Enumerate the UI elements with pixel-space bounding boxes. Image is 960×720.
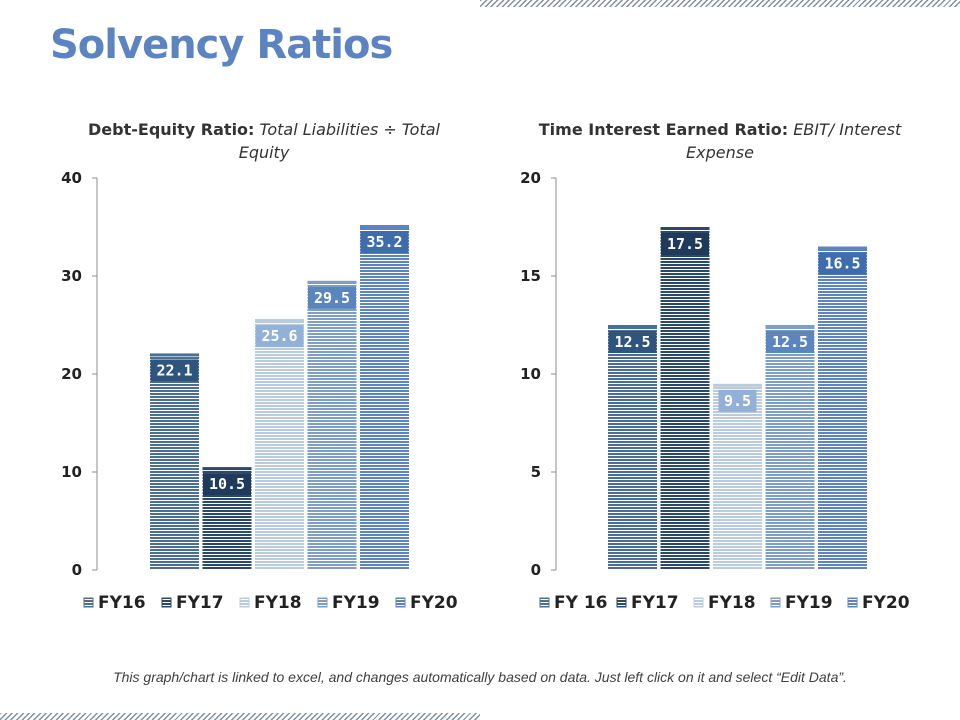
data-label: 9.5 (724, 392, 751, 410)
data-label-box (150, 359, 199, 382)
y-tick-label: 10 (61, 463, 82, 481)
legend-entry[interactable]: FY17 (631, 593, 679, 613)
tie-chart-title: Time Interest Earned Ratio: EBIT/ Intere… (530, 118, 910, 164)
y-tick-label: 10 (520, 365, 541, 383)
bar-top-edge (307, 280, 357, 284)
bar-top-edge (255, 319, 304, 323)
bar-top-edge (360, 225, 409, 229)
data-label-box (255, 325, 304, 348)
legend-entry[interactable]: FY19 (785, 593, 833, 613)
data-label: 22.1 (156, 361, 192, 379)
debt-equity-chart: 0 10 20 30 40 22.1 10.5 25.6 29.5 35.2 FY16 FY17 FY1… (61, 169, 458, 613)
bar-top-edge (150, 353, 199, 357)
legend-entry[interactable]: FY 16 (554, 593, 608, 613)
debt-equity-title-italic: Total Liabilities ÷ Total Equity (238, 120, 440, 162)
bottom-hatch-decoration (0, 713, 480, 720)
bar-fy19[interactable] (765, 325, 815, 570)
legend-entry[interactable]: FY18 (254, 593, 302, 613)
data-label: 10.5 (209, 475, 245, 493)
data-label: 17.5 (667, 235, 703, 253)
data-label: 25.6 (261, 327, 297, 345)
y-tick-label: 0 (72, 561, 82, 579)
bar-top-edge (202, 467, 252, 471)
debt-equity-title-bold: Debt-Equity Ratio: (88, 120, 255, 139)
bar-top-edge (765, 325, 815, 328)
y-tick-label: 15 (520, 267, 541, 285)
data-label-box (308, 286, 356, 309)
bar-top-edge (818, 246, 867, 250)
y-tick-label: 5 (531, 463, 541, 481)
legend-entry[interactable]: FY20 (862, 593, 910, 613)
bar-fy20[interactable] (360, 225, 409, 571)
bar-top-edge (608, 325, 657, 328)
legend-entry[interactable]: FY19 (332, 593, 380, 613)
data-label: 12.5 (614, 333, 650, 351)
legend-swatch (317, 597, 328, 608)
legend-entry[interactable]: FY18 (708, 593, 756, 613)
top-hatch-decoration (480, 0, 960, 7)
tie-title-italic: EBIT/ Interest Expense (686, 120, 902, 162)
legend-entry[interactable]: FY20 (410, 593, 458, 613)
legend-swatch (770, 597, 781, 608)
bar-fy18[interactable] (713, 383, 762, 570)
data-label: 12.5 (772, 333, 808, 351)
y-tick-label: 40 (61, 169, 82, 187)
bar-top-edge (713, 383, 762, 387)
data-label: 29.5 (314, 289, 350, 307)
legend-swatch (847, 597, 858, 608)
bar-fy19[interactable] (307, 280, 357, 570)
legend-swatch (83, 597, 94, 608)
bar-fy17[interactable] (660, 227, 710, 570)
data-label: 16.5 (824, 255, 860, 273)
data-label: 35.2 (366, 233, 402, 251)
legend-swatch (161, 597, 172, 608)
legend-entry[interactable]: FY16 (98, 593, 146, 613)
y-tick-label: 20 (520, 169, 541, 187)
y-tick-label: 0 (531, 561, 541, 579)
bar-fy16[interactable] (608, 325, 657, 570)
data-label-box (608, 331, 657, 353)
debt-equity-chart-title: Debt-Equity Ratio: Total Liabilities ÷ T… (74, 118, 454, 164)
time-interest-earned-chart: 0 5 10 15 20 12.5 17.5 9.5 12.5 16.5 FY 16 FY17 FY18… (520, 169, 910, 613)
bar-fy18[interactable] (255, 319, 304, 570)
data-label-box (766, 331, 814, 353)
y-tick-label: 20 (61, 365, 82, 383)
legend-swatch (693, 597, 704, 608)
data-label-box (360, 231, 409, 254)
legend-swatch (539, 597, 550, 608)
bar-fy16[interactable] (150, 353, 199, 570)
page-title: Solvency Ratios (50, 22, 393, 68)
legend-swatch (616, 597, 627, 608)
legend-swatch (239, 597, 250, 608)
y-tick-label: 30 (61, 267, 82, 285)
bar-fy20[interactable] (818, 246, 867, 570)
legend-entry[interactable]: FY17 (176, 593, 224, 613)
data-label-box (818, 252, 867, 275)
footnote: This graph/chart is linked to excel, and… (113, 669, 847, 685)
data-label-box (661, 233, 709, 255)
legend-swatch (395, 597, 406, 608)
data-label-box (203, 473, 251, 496)
tie-title-bold: Time Interest Earned Ratio: (538, 120, 789, 139)
data-label-box (718, 389, 757, 412)
bar-top-edge (660, 227, 710, 230)
